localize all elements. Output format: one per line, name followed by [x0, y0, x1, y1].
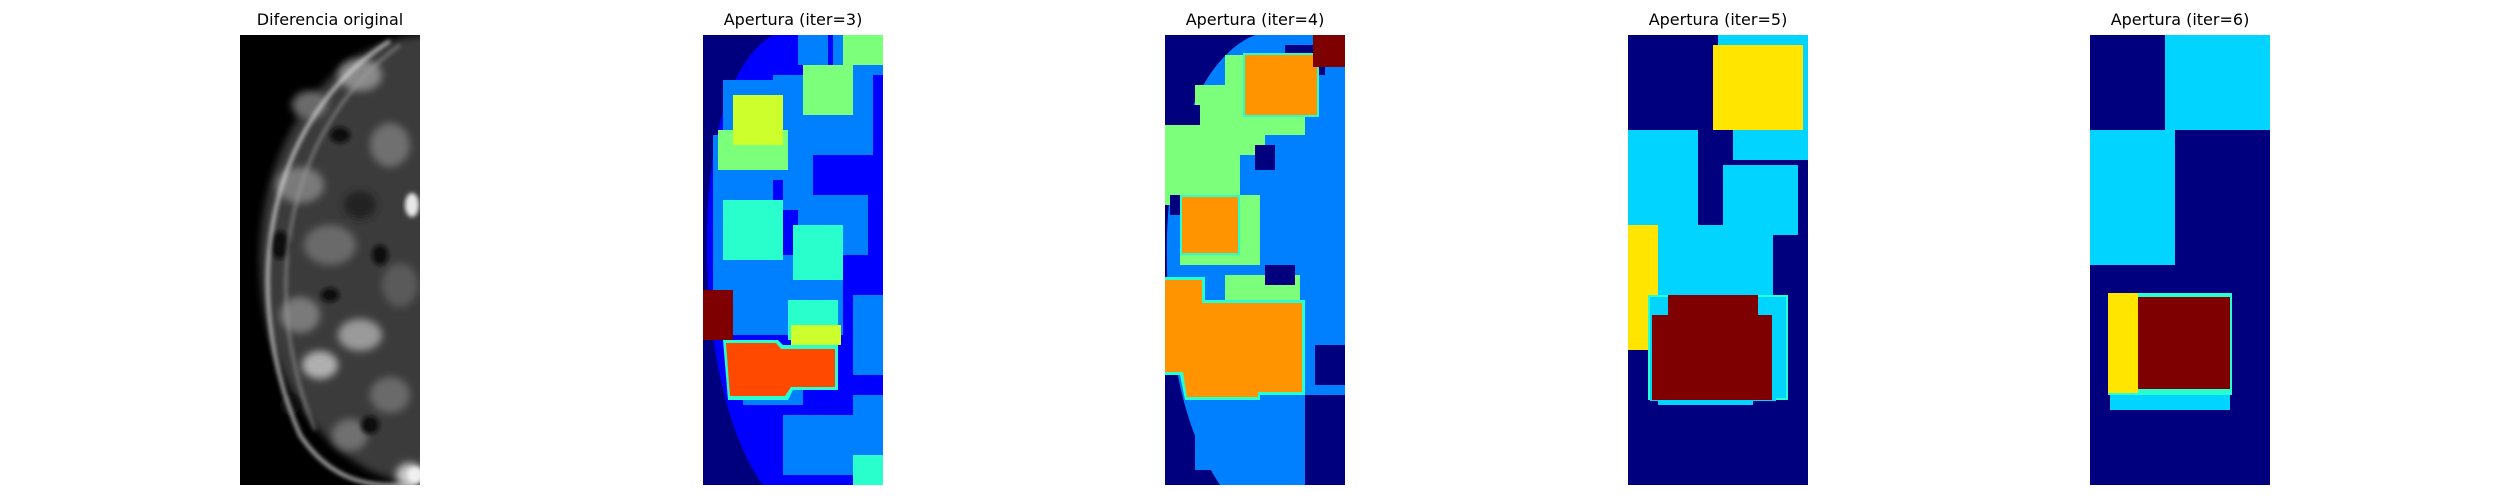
image-opening-iter4 — [1165, 35, 1345, 485]
panel-title-iter5: Apertura (iter=5) — [1648, 10, 1788, 29]
image-opening-iter5 — [1628, 35, 1808, 485]
panel-title-iter6: Apertura (iter=6) — [2110, 10, 2250, 29]
panel-title-iter3: Apertura (iter=3) — [723, 10, 863, 29]
panel-title-iter4: Apertura (iter=4) — [1185, 10, 1325, 29]
image-opening-iter3 — [703, 35, 883, 485]
image-opening-iter6 — [2090, 35, 2270, 485]
image-original-difference — [240, 35, 420, 485]
panel-title-original: Diferencia original — [256, 10, 404, 29]
